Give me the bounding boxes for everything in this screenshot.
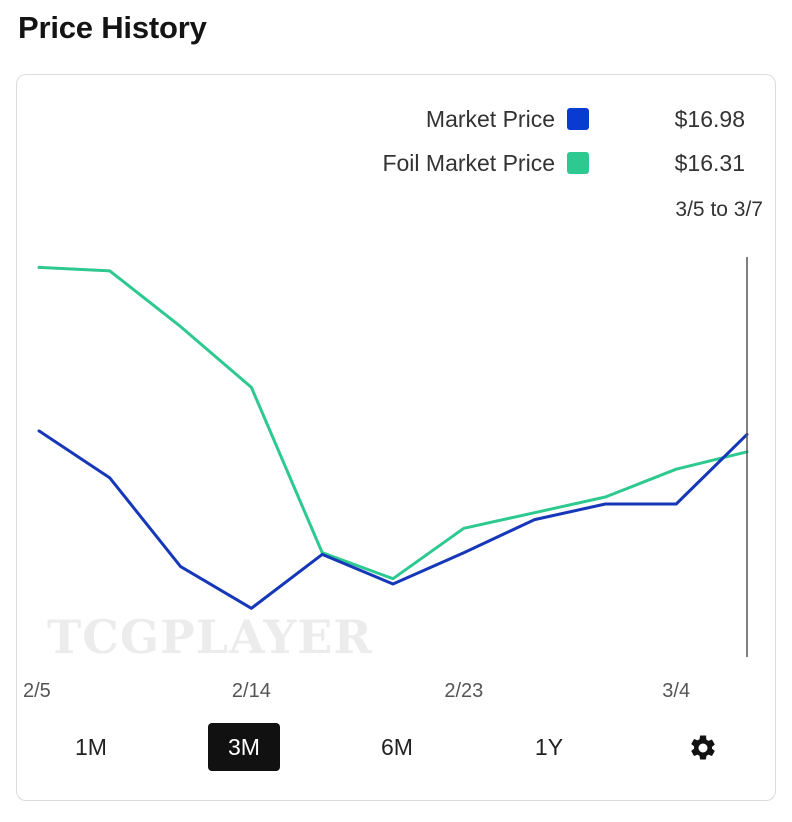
- legend-label: Foil Market Price: [382, 150, 555, 176]
- legend-value: $16.31: [674, 150, 745, 176]
- price-history-card: Market Price $16.98 Foil Market Price $1…: [16, 74, 776, 801]
- x-tick-label: 2/23: [444, 680, 483, 702]
- price-chart[interactable]: TCGPLAYER 2/5 2/14 2/23 3/4: [17, 75, 777, 715]
- date-range-label: 3/5 to 3/7: [675, 198, 763, 221]
- x-tick-label: 3/4: [662, 680, 690, 702]
- legend-item-foil-market-price: Foil Market Price $16.31: [15, 146, 775, 180]
- page-title: Price History: [18, 10, 207, 45]
- series-line-market-price: [37, 429, 749, 610]
- legend-item-market-price: Market Price $16.98: [15, 102, 775, 136]
- tab-1y[interactable]: 1Y: [534, 734, 564, 760]
- legend-swatch: [567, 152, 589, 174]
- x-tick-label: 2/5: [23, 680, 51, 702]
- legend-label: Market Price: [425, 106, 555, 132]
- tab-1m[interactable]: 1M: [75, 734, 107, 760]
- gear-icon[interactable]: [688, 733, 718, 763]
- series-line-foil-market-price: [37, 265, 749, 581]
- x-tick-label: 2/14: [232, 680, 271, 702]
- legend-swatch: [567, 108, 589, 130]
- watermark-text: TCGPLAYER: [47, 610, 373, 664]
- tab-3m[interactable]: 3M: [208, 723, 280, 771]
- legend-value: $16.98: [674, 106, 745, 132]
- period-tabs: 1M 3M 6M 1Y: [17, 723, 777, 773]
- tab-6m[interactable]: 6M: [381, 734, 413, 760]
